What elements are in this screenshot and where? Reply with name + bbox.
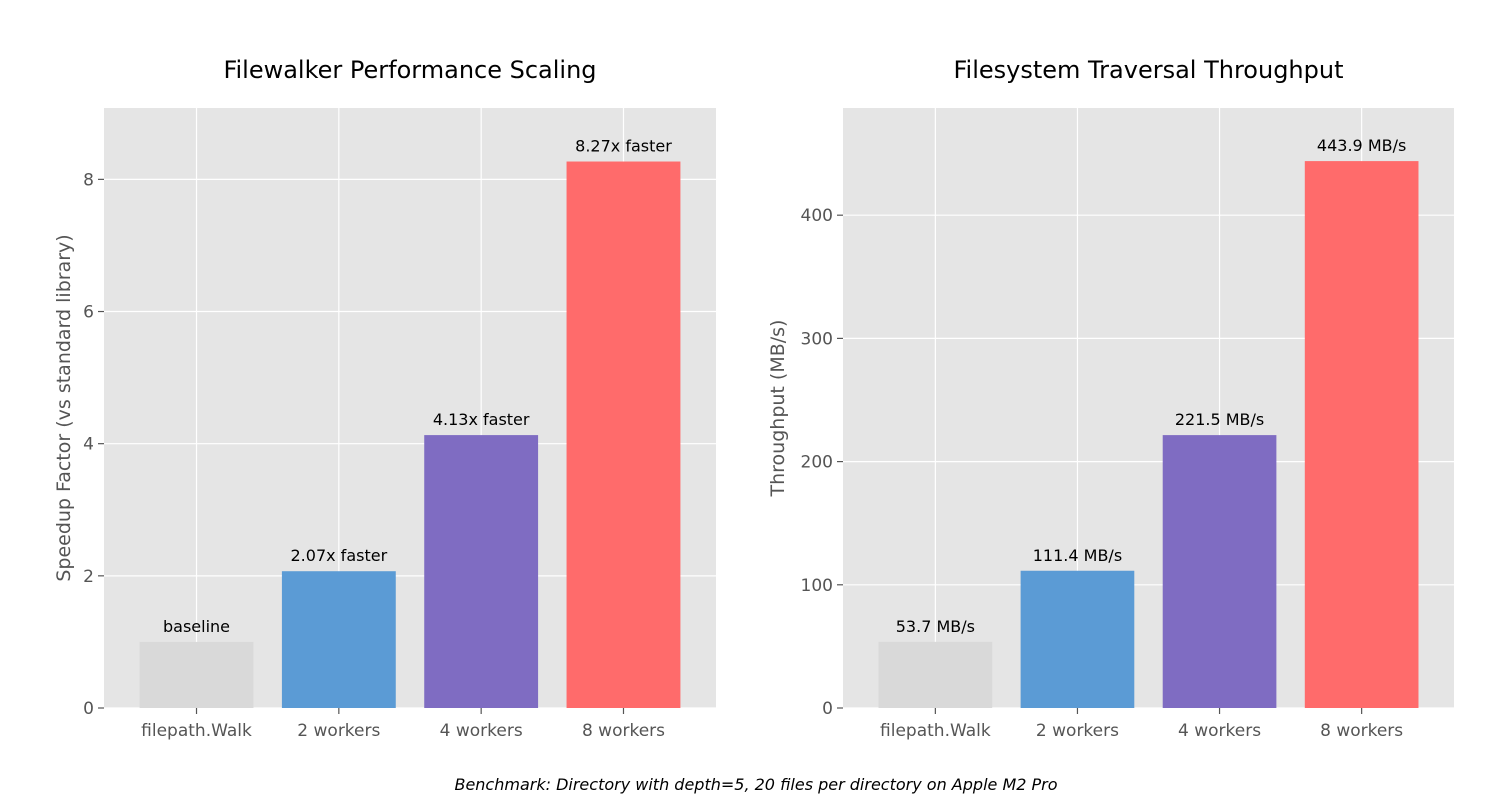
y-tick-label: 0 <box>83 699 94 719</box>
x-tick-label: filepath.Walk <box>880 721 991 741</box>
bar-data-label: 8.27x faster <box>575 137 672 156</box>
speedup-chart: 0 2 4 6 8 baseline filepath.Walk 2.07x faster 2 … <box>53 56 716 741</box>
bar <box>1162 435 1277 708</box>
bar-data-label: 443.9 MB/s <box>1317 136 1406 155</box>
bar <box>139 641 254 708</box>
x-tick-label: 2 workers <box>1036 721 1119 741</box>
y-tick-label: 2 <box>83 567 94 587</box>
x-tick-label: 8 workers <box>1320 721 1403 741</box>
y-tick-label: 300 <box>801 329 833 349</box>
bar-data-label: 2.07x faster <box>291 546 388 565</box>
bar <box>878 641 993 708</box>
benchmark-footnote: Benchmark: Directory with depth=5, 20 fi… <box>454 775 1058 794</box>
x-tick-label: 4 workers <box>440 721 523 741</box>
bar <box>1020 570 1135 708</box>
y-tick-label: 200 <box>801 453 833 473</box>
y-axis-label: Speedup Factor (vs standard library) <box>53 234 75 581</box>
y-tick-label: 4 <box>83 435 94 455</box>
y-tick-label: 400 <box>801 206 833 226</box>
x-tick-label: 8 workers <box>582 721 665 741</box>
bar-data-label: 53.7 MB/s <box>896 617 975 636</box>
x-tick-label: 2 workers <box>297 721 380 741</box>
chart-title: Filesystem Traversal Throughput <box>953 56 1343 84</box>
throughput-chart: 0 100 200 300 400 53.7 MB/s filepath.Walk 111.4… <box>767 56 1454 741</box>
chart-title: Filewalker Performance Scaling <box>223 56 596 84</box>
y-tick-label: 100 <box>801 576 833 596</box>
bar <box>281 571 396 708</box>
bar <box>1304 161 1419 709</box>
bar-data-label: 111.4 MB/s <box>1033 546 1122 565</box>
y-tick-label: 6 <box>83 303 94 323</box>
x-tick-label: 4 workers <box>1178 721 1261 741</box>
bar-data-label: 4.13x faster <box>433 410 530 429</box>
bar <box>566 161 681 708</box>
y-tick-label: 8 <box>83 170 94 190</box>
bar <box>424 435 539 708</box>
bar-data-label: baseline <box>163 617 230 636</box>
bar-data-label: 221.5 MB/s <box>1175 410 1264 429</box>
y-axis-label: Throughput (MB/s) <box>767 320 789 498</box>
y-tick-label: 0 <box>822 699 833 719</box>
x-tick-label: filepath.Walk <box>141 721 252 741</box>
